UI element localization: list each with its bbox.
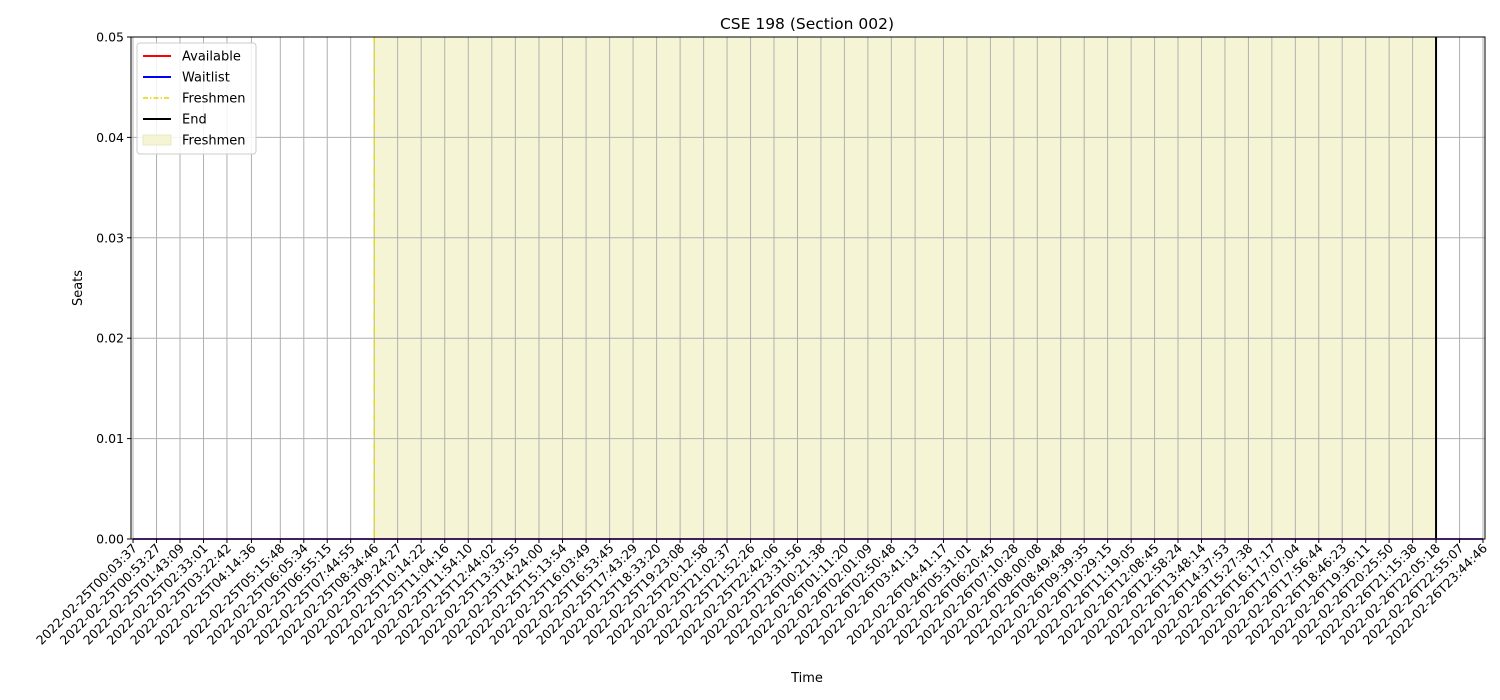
y-tick-label: 0.03 (96, 230, 124, 245)
x-axis-title: Time (790, 671, 823, 686)
legend-label: End (182, 113, 207, 128)
y-tick-label: 0.04 (96, 130, 124, 145)
y-axis-title: Seats (71, 270, 86, 306)
chart-title: CSE 198 (Section 002) (720, 15, 894, 33)
y-tick-label: 0.01 (96, 431, 124, 446)
legend-swatch (142, 134, 172, 146)
legend-label: Waitlist (182, 71, 230, 86)
legend-label: Freshmen (182, 134, 246, 149)
legend-label: Freshmen (182, 92, 246, 107)
axes-frame (130, 36, 1486, 540)
y-tick-label: 0.05 (96, 30, 124, 45)
legend-box (136, 42, 257, 155)
legend-label: Available (182, 50, 241, 65)
y-tick-label: 0.02 (96, 331, 124, 346)
y-tick-label: 0.00 (96, 532, 124, 547)
freshmen-shaded-region (374, 37, 1437, 539)
